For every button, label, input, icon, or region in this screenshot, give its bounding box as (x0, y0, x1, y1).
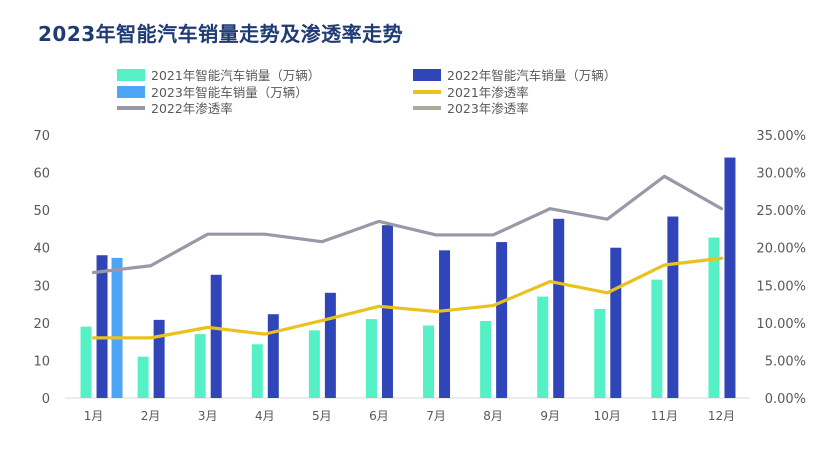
x-tick-label: 1月 (84, 409, 104, 423)
bar-2021 (594, 308, 606, 398)
legend-label: 2021年渗透率 (447, 85, 529, 100)
y-left-tick-label: 0 (42, 392, 50, 407)
bar-2021 (194, 334, 206, 398)
bar-2021 (708, 237, 720, 398)
line-2021-penetration (91, 256, 724, 340)
x-tick-label: 7月 (426, 409, 446, 423)
bar-2022 (381, 225, 393, 398)
y-right-tick-label: 15.00% (756, 279, 806, 294)
legend-label: 2022年智能汽车销量（万辆） (447, 68, 616, 83)
bar-2022 (610, 247, 622, 398)
bar-2022 (439, 250, 451, 398)
bar-2022 (667, 216, 679, 398)
x-tick-label: 4月 (255, 409, 275, 423)
x-tick-label: 6月 (369, 409, 389, 423)
bar-2022 (553, 218, 565, 398)
bar-2021 (251, 344, 263, 398)
x-tick-label: 5月 (312, 409, 332, 423)
legend-swatch-bar (413, 69, 441, 81)
bar-2021 (137, 356, 149, 398)
bar-2021 (651, 279, 663, 398)
bar-2022 (496, 242, 508, 398)
y-right-tick-label: 25.00% (756, 204, 806, 219)
chart-title: 2023年智能汽车销量走势及渗透率走势 (38, 22, 404, 46)
y-left-tick-label: 60 (33, 167, 50, 182)
legend-label: 2023年渗透率 (447, 101, 529, 116)
bar-2022 (267, 314, 279, 398)
y-left-tick-label: 70 (33, 129, 50, 144)
bar-2022 (153, 319, 165, 398)
x-tick-label: 11月 (651, 409, 678, 423)
y-right-tick-label: 35.00% (756, 129, 806, 144)
bar-2021 (80, 326, 92, 398)
y-left-tick-label: 40 (33, 242, 50, 257)
x-tick-label: 2月 (141, 409, 161, 423)
legend-label: 2021年智能汽车销量（万辆） (151, 68, 320, 83)
bar-2022 (324, 292, 336, 398)
x-tick-label: 10月 (594, 409, 621, 423)
bar-2022 (96, 255, 108, 398)
legend-swatch-bar (117, 69, 145, 81)
bar-2021 (365, 319, 377, 398)
bar-2021 (423, 325, 435, 398)
x-tick-label: 12月 (708, 409, 735, 423)
bar-2021 (480, 320, 492, 398)
bar-2022 (210, 274, 222, 398)
bar-2022 (724, 157, 736, 398)
bar-2021 (537, 296, 549, 398)
x-tick-label: 9月 (540, 409, 560, 423)
y-left-tick-label: 20 (33, 317, 50, 332)
y-right-tick-label: 0.00% (765, 392, 806, 407)
y-left-tick-label: 30 (33, 279, 50, 294)
y-right-tick-label: 30.00% (756, 167, 806, 182)
y-right-tick-label: 20.00% (756, 242, 806, 257)
x-tick-label: 3月 (198, 409, 218, 423)
y-right-tick-label: 5.00% (765, 354, 806, 369)
y-left-tick-label: 10 (33, 354, 50, 369)
legend-swatch-bar (117, 86, 145, 98)
line-2022-penetration (91, 174, 724, 275)
bar-2021 (308, 330, 320, 398)
bar-2023 (111, 257, 123, 398)
y-left-tick-label: 50 (33, 204, 50, 219)
legend-label: 2023年智能车销量（万辆） (151, 85, 308, 100)
legend-label: 2022年渗透率 (151, 101, 233, 116)
x-tick-label: 8月 (483, 409, 503, 423)
y-right-tick-label: 10.00% (756, 317, 806, 332)
